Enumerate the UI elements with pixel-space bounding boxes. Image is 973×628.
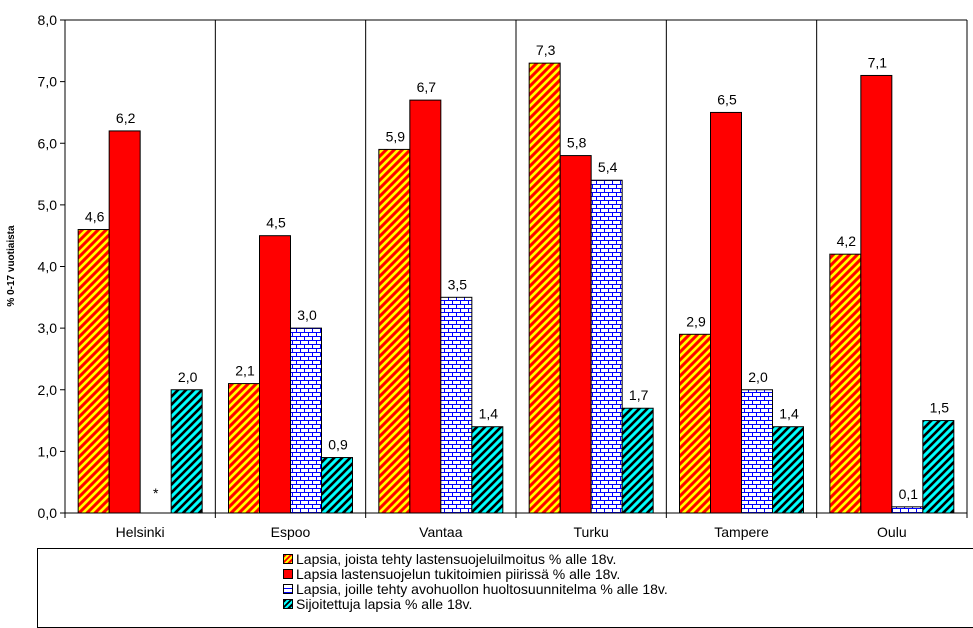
bar xyxy=(440,296,473,514)
data-label: 4,5 xyxy=(266,215,286,231)
data-label: 0,1 xyxy=(899,486,919,502)
data-label: 3,5 xyxy=(448,276,468,292)
legend-swatch xyxy=(283,598,293,609)
legend-item: Lapsia, joille tehty avohuollon huoltosu… xyxy=(283,580,668,597)
data-label: 5,4 xyxy=(598,159,618,175)
bar xyxy=(321,457,353,514)
data-label: 2,9 xyxy=(686,313,706,329)
y-tick-label: 5,0 xyxy=(38,197,58,213)
bar xyxy=(108,130,141,514)
data-label: 1,5 xyxy=(930,400,950,416)
x-tick-label: Espoo xyxy=(271,524,311,540)
bar xyxy=(741,389,773,514)
bar xyxy=(679,333,711,514)
data-label: * xyxy=(153,485,159,501)
chart: % 0-17 vuotiaista 4,6 2,1 5,9 7,3 2,9 4,2 6,2 4… xyxy=(6,12,968,540)
legend-swatch xyxy=(283,583,293,594)
bar xyxy=(378,148,411,514)
data-label: 6,7 xyxy=(417,79,437,95)
legend-item: Sijoitettuja lapsia % alle 18v. xyxy=(283,595,668,612)
bar-chart-svg: % 0-17 vuotiaista 4,62,15,97,32,94,26,24… xyxy=(6,12,968,540)
bar xyxy=(228,383,260,514)
x-tick-label: Oulu xyxy=(877,524,907,540)
bar xyxy=(77,229,110,514)
bar xyxy=(471,426,504,514)
data-label: 4,6 xyxy=(85,209,105,225)
legend-label: Sijoitettuja lapsia % alle 18v. xyxy=(296,595,473,612)
y-tick-label: 6,0 xyxy=(38,135,58,151)
data-label: 5,8 xyxy=(567,135,587,151)
data-label: 2,0 xyxy=(178,369,198,385)
bar xyxy=(559,155,592,514)
bar xyxy=(170,389,203,514)
y-tick-label: 2,0 xyxy=(38,382,58,398)
bar xyxy=(891,506,924,514)
y-tick-label: 1,0 xyxy=(38,443,58,459)
y-tick-label: 4,0 xyxy=(38,259,58,275)
bars xyxy=(77,62,955,514)
legend-item: Lapsia lastensuojelun tukitoimien piiris… xyxy=(283,565,668,582)
bar xyxy=(621,407,654,514)
bar xyxy=(772,426,804,514)
x-tick-label: Helsinki xyxy=(116,524,165,540)
data-label: 2,0 xyxy=(748,369,768,385)
data-labels: 4,6 2,1 5,9 7,3 2,9 4,2 6,2 4,5 6,7 5,8 6,5 7,1 * 3,0… xyxy=(85,42,949,502)
data-label: 5,9 xyxy=(386,128,406,144)
legend-swatch xyxy=(283,568,293,579)
x-tick-label: Vantaa xyxy=(419,524,463,540)
category-separators xyxy=(65,19,968,513)
bar xyxy=(860,74,893,514)
data-label: 1,4 xyxy=(479,406,499,422)
data-label: 7,3 xyxy=(536,42,556,58)
y-tick-label: 0,0 xyxy=(38,505,58,521)
data-label: 7,1 xyxy=(868,54,888,70)
data-label: 6,2 xyxy=(116,110,136,126)
bar xyxy=(409,99,442,514)
y-tick-label: 8,0 xyxy=(38,12,58,28)
axes: 0,0 1,0 2,0 3,0 4,0 5,0 6,0 7,0 8,0 Helsinki Espoo… xyxy=(38,12,968,540)
bar xyxy=(922,420,955,514)
data-label: 1,4 xyxy=(779,406,799,422)
bar xyxy=(710,111,742,514)
y-tick-label: 7,0 xyxy=(38,74,58,90)
bar xyxy=(829,253,862,514)
data-label: 3,0 xyxy=(297,307,317,323)
legend-swatch xyxy=(283,553,293,564)
data-label: 1,7 xyxy=(629,387,649,403)
bar xyxy=(259,235,291,514)
data-label: 2,1 xyxy=(235,363,255,379)
legend: Lapsia, joista tehty lastensuojeluilmoit… xyxy=(37,548,973,628)
y-axis-title: % 0-17 vuotiaista xyxy=(6,225,17,307)
legend-label: Lapsia, joille tehty avohuollon huoltosu… xyxy=(296,580,668,597)
bar xyxy=(528,62,561,514)
data-label: 0,9 xyxy=(328,437,348,453)
legend-items: Lapsia, joista tehty lastensuojeluilmoit… xyxy=(283,550,668,612)
data-label: 4,2 xyxy=(837,233,857,249)
legend-item: Lapsia, joista tehty lastensuojeluilmoit… xyxy=(283,550,668,567)
x-tick-label: Tampere xyxy=(714,524,769,540)
bar xyxy=(290,327,322,514)
y-tick-label: 3,0 xyxy=(38,320,58,336)
legend-label: Lapsia lastensuojelun tukitoimien piiris… xyxy=(296,565,621,582)
legend-label: Lapsia, joista tehty lastensuojeluilmoit… xyxy=(296,550,617,567)
x-tick-label: Turku xyxy=(574,524,609,540)
bar xyxy=(590,179,623,514)
data-label: 6,5 xyxy=(717,91,737,107)
